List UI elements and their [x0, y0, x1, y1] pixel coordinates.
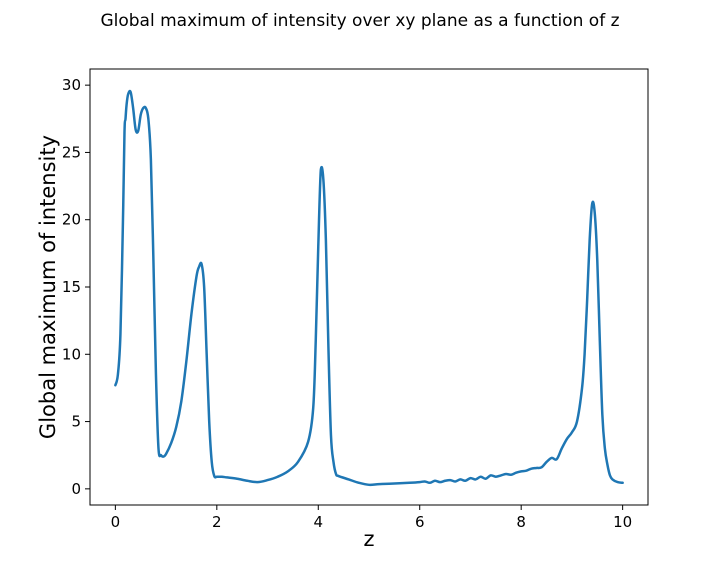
plot-frame	[89, 68, 649, 506]
x-axis: 0 2 4 6 8 10	[111, 505, 632, 531]
plot-area: 0 2 4 6 8 10 0 5 10 15 20 25 30	[62, 68, 649, 531]
x-tick-label: 4	[313, 513, 323, 531]
y-tick-label: 5	[71, 413, 81, 431]
chart-title: Global maximum of intensity over xy plan…	[100, 11, 619, 31]
y-tick-label: 20	[62, 211, 81, 229]
series-line	[114, 89, 624, 487]
x-tick-label: 2	[212, 513, 222, 531]
y-tick-label: 15	[62, 278, 81, 296]
y-tick-label: 10	[62, 345, 81, 363]
y-tick-label: 0	[71, 480, 81, 498]
y-axis: 0 5 10 15 20 25 30	[62, 76, 90, 498]
x-tick-label: 6	[415, 513, 425, 531]
x-tick-label: 0	[111, 513, 121, 531]
y-tick-label: 25	[62, 143, 81, 161]
y-tick-label: 30	[62, 76, 81, 94]
y-axis-label: Global maximum of intensity	[36, 135, 60, 439]
x-tick-label: 8	[516, 513, 526, 531]
x-axis-label: z	[363, 527, 374, 551]
x-tick-label: 10	[613, 513, 632, 531]
